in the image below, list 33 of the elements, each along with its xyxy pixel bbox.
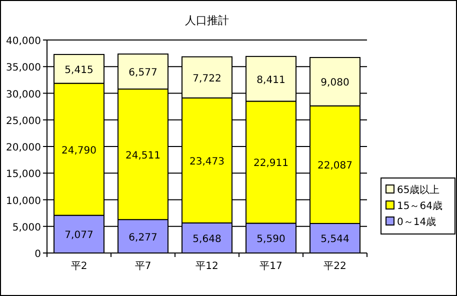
data-label: 9,080: [320, 78, 350, 89]
legend-label: 65歳以上: [397, 184, 440, 196]
data-label: 6,577: [128, 68, 158, 79]
data-label: 7,722: [192, 73, 222, 84]
legend-label: 15～64歳: [397, 200, 442, 212]
y-tick-label: 10,000: [6, 196, 41, 207]
data-label: 5,544: [320, 234, 350, 246]
x-tick-label: 平12: [196, 261, 218, 272]
y-tick-label: 0: [34, 249, 41, 260]
x-tick-label: 平2: [70, 261, 88, 272]
data-label: 5,415: [64, 64, 94, 76]
y-tick-label: 25,000: [6, 116, 41, 127]
y-tick-label: 30,000: [6, 89, 41, 100]
y-tick-label: 15,000: [6, 169, 41, 180]
chart-title: 人口推計: [185, 14, 229, 27]
data-label: 5,648: [192, 234, 222, 245]
data-label: 7,077: [64, 230, 94, 242]
data-label: 24,511: [126, 150, 160, 162]
x-tick-label: 平17: [260, 261, 282, 272]
y-tick-label: 5,000: [12, 222, 41, 234]
legend-label: 0～14歳: [397, 216, 436, 228]
y-tick-label: 35,000: [6, 62, 41, 74]
x-tick-label: 平22: [324, 261, 346, 272]
data-label: 5,590: [256, 234, 286, 246]
data-label: 24,790: [62, 145, 96, 156]
y-tick-label: 20,000: [6, 142, 41, 154]
data-label: 6,277: [128, 232, 158, 244]
x-tick-label: 平7: [134, 261, 152, 272]
y-tick-label: 40,000: [6, 36, 41, 47]
data-label: 23,473: [190, 156, 224, 168]
data-label: 8,411: [256, 74, 286, 86]
data-label: 22,911: [254, 158, 288, 170]
data-label: 22,087: [318, 160, 352, 172]
